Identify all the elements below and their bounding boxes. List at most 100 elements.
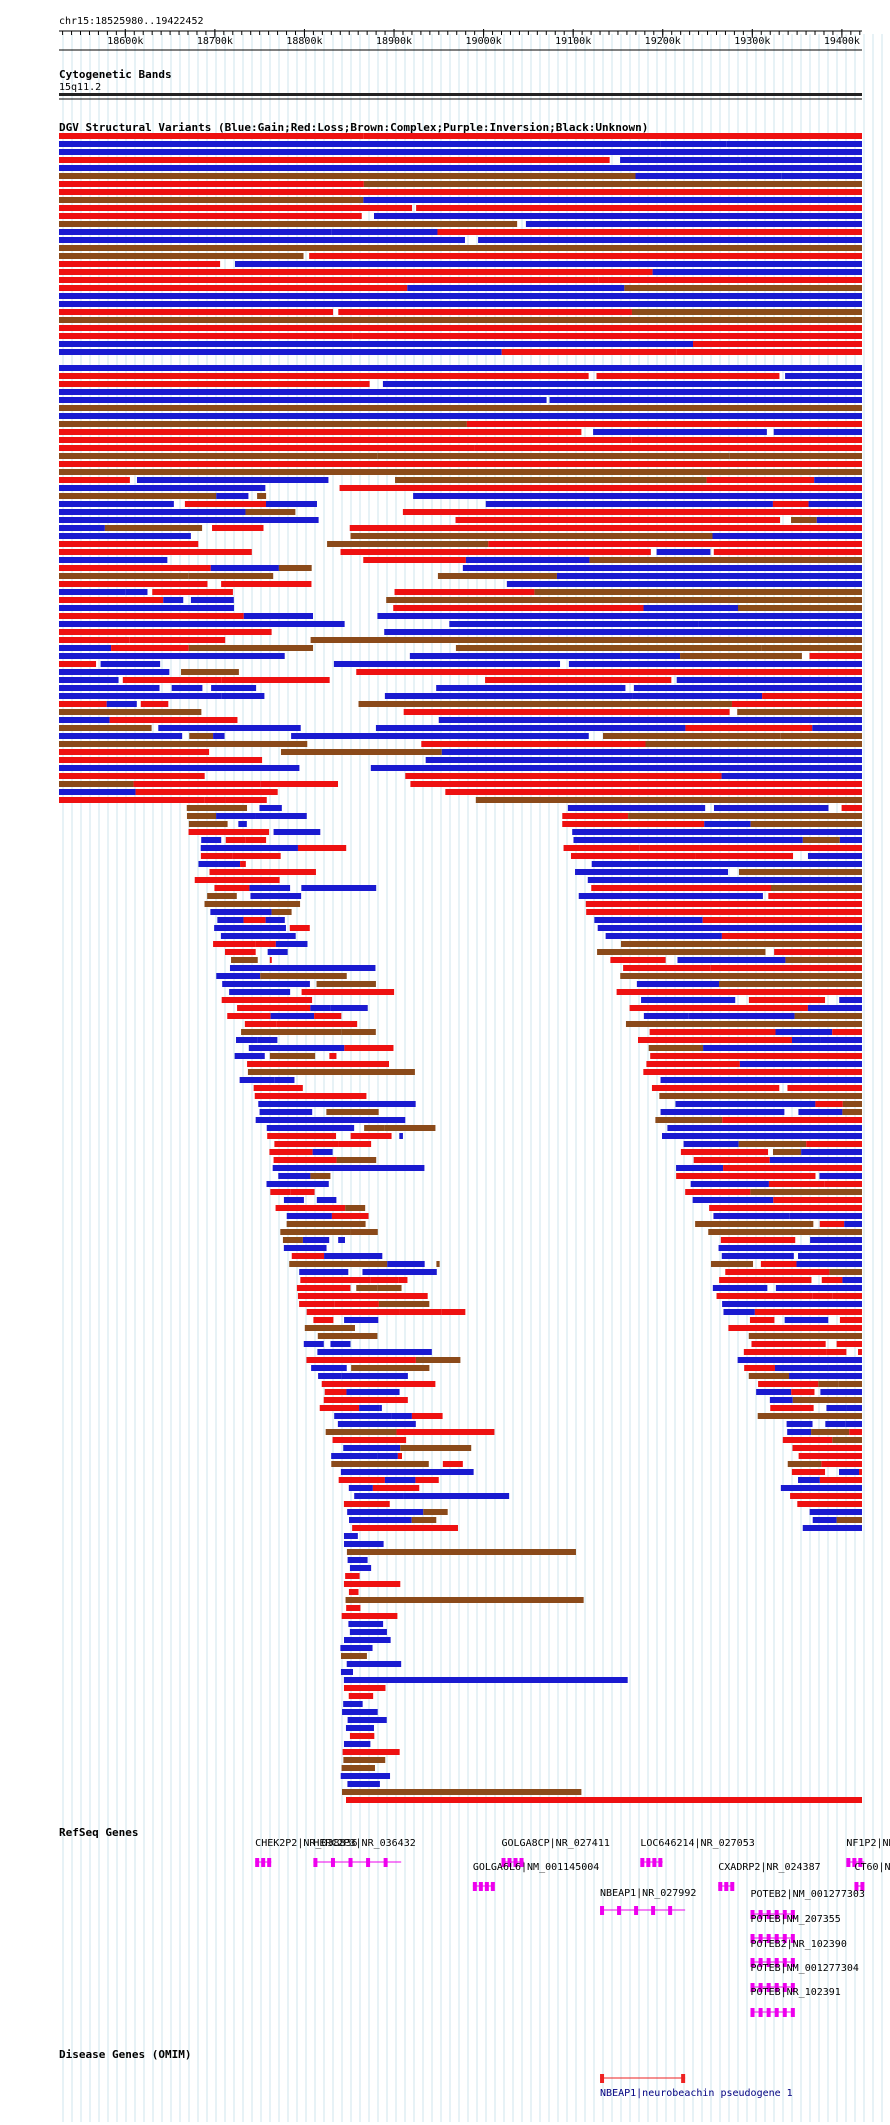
dgv-variant[interactable] [270,1189,291,1195]
dgv-variant[interactable] [184,501,266,507]
dgv-variant[interactable] [438,717,862,723]
dgv-variant[interactable] [842,1109,862,1115]
dgv-variant[interactable] [221,677,330,683]
dgv-variant[interactable] [299,1269,349,1275]
dgv-variant[interactable] [59,469,862,475]
dgv-variant[interactable] [281,749,442,755]
dgv-variant[interactable] [336,1157,377,1163]
dgv-variant[interactable] [768,893,862,899]
dgv-variant[interactable] [373,213,862,219]
dgv-variant[interactable] [363,133,862,139]
dgv-variant[interactable] [332,1437,353,1443]
dgv-variant[interactable] [780,1485,862,1491]
dgv-variant[interactable] [269,1149,313,1155]
dgv-variant[interactable] [59,725,152,731]
dgv-variant[interactable] [204,901,301,907]
refseq-gene-exon[interactable] [782,2008,787,2017]
dgv-variant[interactable] [59,485,266,491]
refseq-gene-exon[interactable] [782,1934,787,1943]
dgv-variant[interactable] [787,1461,822,1467]
dgv-variant[interactable] [343,1501,390,1507]
dgv-variant[interactable] [323,1397,408,1403]
dgv-variant[interactable] [326,1109,379,1115]
dgv-variant[interactable] [59,277,599,283]
dgv-variant[interactable] [782,1437,833,1443]
refseq-gene-exon[interactable] [758,1934,763,1943]
dgv-variant[interactable] [200,845,298,851]
dgv-variant[interactable] [189,733,214,739]
dgv-variant[interactable] [347,1557,368,1563]
dgv-variant[interactable] [229,965,376,971]
dgv-variant[interactable] [591,861,862,867]
refseq-gene-exon[interactable] [366,1858,371,1867]
dgv-variant[interactable] [349,1733,375,1739]
dgv-variant[interactable] [301,989,395,995]
dgv-variant[interactable] [221,693,265,699]
dgv-variant[interactable] [345,1725,374,1731]
dgv-variant[interactable] [259,1109,313,1115]
dgv-variant[interactable] [632,693,763,699]
dgv-variant[interactable] [570,853,696,859]
dgv-variant[interactable] [478,237,862,243]
dgv-variant[interactable] [474,445,862,451]
dgv-variant[interactable] [340,1773,391,1779]
dgv-variant[interactable] [59,405,862,411]
dgv-variant[interactable] [356,669,862,675]
dgv-variant[interactable] [485,677,672,683]
dgv-variant[interactable] [685,725,813,731]
dgv-variant[interactable] [343,1757,386,1763]
dgv-variant[interactable] [455,645,762,651]
dgv-variant[interactable] [330,1005,368,1011]
refseq-gene-exon[interactable] [758,1983,763,1992]
dgv-variant[interactable] [738,869,862,875]
dgv-variant[interactable] [645,741,862,747]
dgv-variant[interactable] [384,693,633,699]
dgv-variant[interactable] [603,733,781,739]
dgv-variant[interactable] [59,181,364,187]
refseq-gene-label[interactable]: POTEB2|NM_001277303 [751,1889,865,1900]
dgv-variant[interactable] [59,229,332,235]
dgv-variant[interactable] [343,1445,401,1451]
dgv-variant[interactable] [563,845,640,851]
dgv-variant[interactable] [378,1301,430,1307]
dgv-variant[interactable] [677,957,786,963]
dgv-variant[interactable] [297,845,327,851]
dgv-variant[interactable] [275,941,308,947]
dgv-variant[interactable] [625,1021,862,1027]
dgv-variant[interactable] [695,853,794,859]
dgv-variant[interactable] [282,1237,303,1243]
dgv-variant[interactable] [812,1293,833,1299]
dgv-variant[interactable] [787,1085,862,1091]
dgv-variant[interactable] [786,1421,813,1427]
dgv-variant[interactable] [719,981,862,987]
dgv-variant[interactable] [59,645,112,651]
dgv-variant[interactable] [306,1357,416,1363]
refseq-gene-label[interactable]: NBEAP1|NR_027992 [600,1888,696,1899]
dgv-variant[interactable] [186,805,248,811]
dgv-variant[interactable] [587,877,862,883]
dgv-variant[interactable] [441,749,862,755]
refseq-gene-exon[interactable] [651,1906,656,1915]
dgv-variant[interactable] [222,981,310,987]
dgv-variant[interactable] [302,1237,330,1243]
refseq-gene-exon[interactable] [658,1858,663,1867]
dgv-variant[interactable] [340,1645,373,1651]
dgv-variant[interactable] [352,333,862,339]
dgv-variant[interactable] [589,557,862,563]
dgv-variant[interactable] [398,1277,408,1283]
dgv-variant[interactable] [710,965,862,971]
dgv-variant[interactable] [842,1277,862,1283]
dgv-variant[interactable] [836,1517,862,1523]
dgv-variant[interactable] [221,613,244,619]
refseq-gene-exon[interactable] [860,1882,865,1891]
dgv-variant[interactable] [59,237,465,243]
dgv-variant[interactable] [329,1053,337,1059]
dgv-variant[interactable] [791,517,817,523]
dgv-variant[interactable] [721,933,862,939]
dgv-variant[interactable] [338,1141,372,1147]
dgv-variant[interactable] [744,1365,775,1371]
dgv-variant[interactable] [190,597,234,603]
dgv-variant[interactable] [737,709,862,715]
dgv-variant[interactable] [683,509,862,515]
dgv-variant[interactable] [578,893,763,899]
